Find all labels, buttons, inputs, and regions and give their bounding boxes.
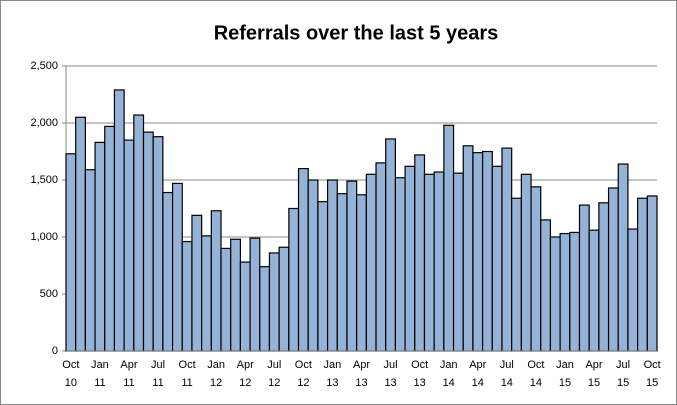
bar: [104, 125, 116, 352]
x-tick-label: Apr 15: [585, 359, 603, 389]
x-tick-label: Apr 13: [352, 359, 371, 389]
bar: [637, 197, 648, 352]
bar: [113, 89, 125, 352]
y-tick-label: 1,000: [30, 231, 58, 243]
bar: [268, 252, 280, 352]
bar: [171, 182, 183, 352]
bar: [559, 232, 571, 352]
bar: [423, 173, 435, 352]
bar: [317, 201, 329, 352]
y-tick-label: 500: [40, 288, 58, 300]
x-tick-label: Jan 15: [556, 359, 574, 389]
bar: [588, 229, 600, 352]
x-tick-label: Apr 14: [469, 359, 487, 389]
x-tick-label: Apr 11: [120, 359, 138, 389]
bar: [346, 180, 358, 352]
x-tick-label: Oct 13: [411, 359, 429, 389]
bar: [307, 179, 319, 352]
x-tick-label: Jul 14: [499, 359, 514, 389]
bar: [598, 202, 610, 352]
bar: [540, 219, 552, 352]
x-tick-label: Jul 12: [267, 359, 282, 389]
bar: [627, 228, 639, 352]
bar: [288, 207, 300, 352]
bar: [278, 246, 290, 352]
y-tick-label: 0: [52, 345, 58, 357]
bar: [356, 194, 367, 352]
x-tick-label: Oct 12: [294, 359, 312, 389]
bar: [501, 147, 513, 352]
x-tick-label: Jul 13: [383, 359, 398, 389]
bar: [443, 124, 455, 352]
bar: [123, 139, 135, 352]
bar: [133, 114, 145, 352]
bar: [220, 247, 232, 352]
chart-title: Referrals over the last 5 years: [214, 22, 499, 44]
bar: [385, 138, 397, 352]
bar: [210, 210, 222, 352]
bar: [365, 173, 377, 352]
bar: [530, 186, 542, 352]
bar: [491, 165, 503, 352]
bar: [181, 240, 193, 352]
bar: [142, 131, 154, 352]
bar: [578, 204, 590, 352]
bar: [394, 177, 406, 352]
bar: [297, 168, 309, 352]
bar: [646, 195, 658, 352]
bar: [191, 214, 203, 352]
x-tick-label: Jan 11: [91, 359, 109, 389]
x-tick-label: Apr 12: [236, 359, 254, 389]
bar: [162, 191, 174, 352]
bar: [617, 163, 629, 352]
y-tick-label: 2,000: [30, 117, 58, 129]
bar: [433, 171, 445, 352]
bar: [239, 261, 251, 352]
x-tick-label: Oct 14: [527, 359, 545, 389]
bar: [511, 197, 522, 352]
bar: [482, 150, 493, 352]
bar: [607, 187, 619, 352]
bar: [84, 169, 96, 352]
bar: [472, 152, 484, 352]
bar: [520, 173, 532, 352]
x-tick-label: Jul 11: [151, 359, 166, 389]
bar: [201, 235, 212, 352]
bar: [326, 179, 338, 352]
bar: [452, 172, 464, 352]
bar: [259, 266, 271, 352]
bar: [569, 231, 581, 352]
x-tick-label: Jan 12: [207, 359, 226, 389]
y-tick-label: 2,500: [30, 60, 58, 72]
x-tick-label: Oct 15: [643, 359, 661, 389]
y-tick-label: 1,500: [30, 174, 58, 186]
bar: [462, 145, 474, 352]
x-tick-label: Jan 13: [323, 359, 342, 389]
bar: [404, 165, 416, 352]
bar: [152, 136, 164, 352]
bar: [549, 236, 561, 352]
x-tick-label: Jul 15: [616, 359, 631, 389]
bar: [336, 193, 348, 352]
bar: [249, 237, 261, 352]
bar: [414, 154, 426, 352]
x-tick-label: Oct 10: [62, 359, 80, 389]
bar: [75, 116, 86, 352]
bar: [230, 238, 241, 352]
bar: [375, 162, 387, 352]
x-tick-label: Oct 11: [178, 359, 196, 389]
bar: [65, 153, 77, 352]
x-tick-label: Jan 14: [439, 359, 458, 389]
bar: [94, 141, 106, 352]
